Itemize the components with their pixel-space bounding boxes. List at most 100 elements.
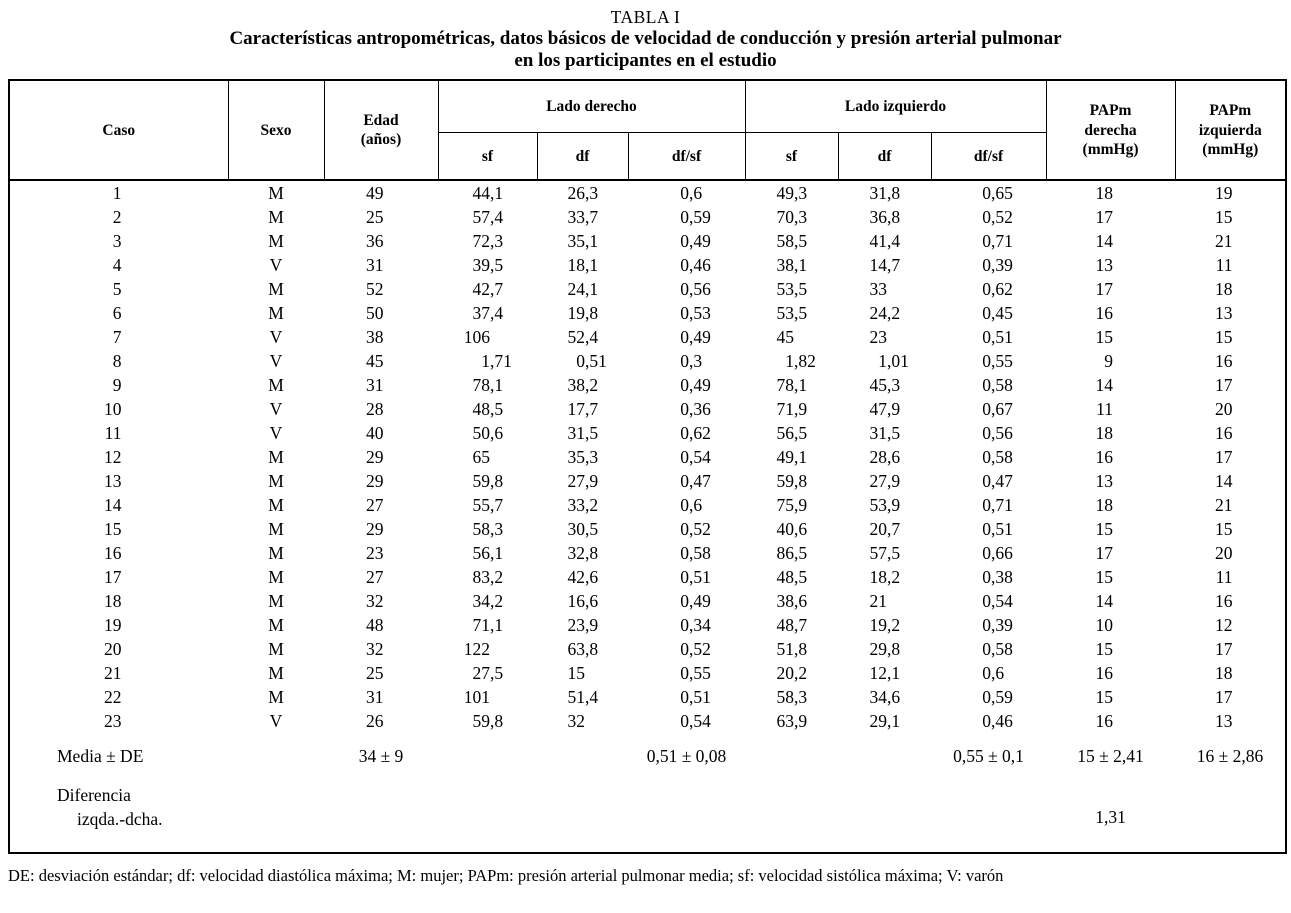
table-cell: 34,6 [869, 687, 901, 708]
table-cell: 32 [366, 591, 384, 612]
table-cell: 0,58 [982, 375, 1013, 396]
table-cell: 45 [366, 351, 384, 372]
table-cell: 0,59 [680, 207, 711, 228]
table-cell: 14 [1095, 375, 1114, 396]
table-cell: M [268, 615, 284, 636]
media-dfsf-derecho: 0,51 ± 0,08 [646, 746, 727, 767]
table-cell: 52 [366, 279, 384, 300]
table-cell: 16 [1095, 447, 1114, 468]
table-cell: 18 [1215, 279, 1233, 300]
table-cell: 33,2 [567, 495, 599, 516]
table-cell: 0,54 [680, 711, 711, 732]
table-cell: 14 [104, 495, 122, 516]
table-cell: 33 [869, 279, 888, 300]
table-cell: 17,7 [567, 399, 599, 420]
table-cell: 53,9 [869, 495, 901, 516]
header-df-derecho: df [536, 131, 629, 181]
table-row: 12 M 29 65 35,3 0,54 49,1 28,6 0,58 16 17 [9, 445, 1286, 469]
media-papm-derecha: 15 ± 2,41 [1077, 746, 1144, 767]
table-cell: V [269, 711, 283, 732]
table-cell: 20 [1215, 399, 1233, 420]
table-cell: 29 [366, 471, 384, 492]
table-cell: 18 [1095, 495, 1114, 516]
table-cell: 17 [1095, 279, 1114, 300]
table-cell: 53,5 [776, 303, 808, 324]
table-cell: 65 [472, 447, 491, 468]
table-cell: 16 [104, 543, 122, 564]
table-header: Caso Sexo Edad (años) Lado derecho Lado … [8, 79, 1287, 181]
table-cell: 16,6 [567, 591, 599, 612]
table-cell: M [268, 543, 284, 564]
table-cell: 44,1 [472, 183, 504, 204]
table-cell: 56,5 [776, 423, 808, 444]
table-cell: 10 [104, 399, 122, 420]
table-cell: 20 [104, 639, 122, 660]
table-cell: 17 [104, 567, 122, 588]
table-cell: 1,82 [785, 351, 816, 372]
table-cell: 0,45 [982, 303, 1013, 324]
header-dfsf-derecho: df/sf [627, 131, 746, 181]
table-cell: M [268, 303, 284, 324]
table-cell: V [269, 255, 283, 276]
table-cell: 28 [366, 399, 384, 420]
table-cell: 34,2 [472, 591, 504, 612]
diferencia-label-line2: izqda.-dcha. [77, 809, 163, 830]
table-cell: 59,8 [472, 711, 504, 732]
table-cell: 17 [1215, 639, 1233, 660]
table-cell: 11 [1215, 567, 1233, 588]
table-cell: M [268, 495, 284, 516]
table-cell: 18 [1095, 183, 1114, 204]
table-cell: 23 [104, 711, 122, 732]
table-cell: 58,3 [776, 687, 808, 708]
table-cell: 15 [567, 663, 586, 684]
table-cell: 9 [1104, 351, 1114, 372]
table-cell: 70,3 [776, 207, 808, 228]
table-cell: 48 [366, 615, 384, 636]
table-cell: 0,46 [680, 255, 711, 276]
table-cell: 5 [112, 279, 122, 300]
table-cell: 32 [567, 711, 586, 732]
table-cell: 19,8 [567, 303, 599, 324]
table-cell: 0,49 [680, 591, 711, 612]
table-cell: 56,1 [472, 543, 504, 564]
header-papm-izquierda: PAPm izquierda (mmHg) [1174, 79, 1287, 181]
table-cell: 13 [1095, 471, 1114, 492]
table-cell: 18,1 [567, 255, 599, 276]
table-cell: 0,58 [982, 447, 1013, 468]
table-cell: 0,62 [982, 279, 1013, 300]
table-cell: 27 [366, 567, 384, 588]
header-sf-derecho: sf [437, 131, 538, 181]
table-cell: 57,4 [472, 207, 504, 228]
table-cell: 37,4 [472, 303, 504, 324]
table-cell: 78,1 [776, 375, 808, 396]
table-row: 6 M 50 37,4 19,8 0,53 53,5 24,2 0,45 16 13 [9, 301, 1286, 325]
table-cell: M [268, 471, 284, 492]
table-cell: 71,9 [776, 399, 808, 420]
table-cell: 101 [463, 687, 490, 708]
table-cell: 0,58 [982, 639, 1013, 660]
table-cell: M [268, 567, 284, 588]
table-cell: 21 [1215, 231, 1233, 252]
table-cell: 6 [112, 303, 122, 324]
table-cell: 3 [112, 231, 122, 252]
table-cell: 32,8 [567, 543, 599, 564]
table-cell: 12 [1215, 615, 1233, 636]
table-cell: 0,71 [982, 495, 1013, 516]
empty-cell [228, 733, 324, 779]
table-row: 7 V 38 106 52,4 0,49 45 23 0,51 15 15 [9, 325, 1286, 349]
table-cell: 0,39 [982, 615, 1013, 636]
header-dfsf-izquierdo: df/sf [930, 131, 1047, 181]
header-papm-derecha: PAPm derecha (mmHg) [1045, 79, 1176, 181]
table-cell: 13 [104, 471, 122, 492]
table-cell: M [268, 375, 284, 396]
header-sexo: Sexo [227, 79, 325, 181]
table-cell: 19,2 [869, 615, 901, 636]
table-cell: 20 [1215, 543, 1233, 564]
table-cell: 25 [366, 663, 384, 684]
header-sub-row: sf df df/sf sf df df/sf [9, 131, 1286, 181]
table-cell: 0,51 [680, 687, 711, 708]
table-cell: 27,9 [869, 471, 901, 492]
diferencia-label: Diferencia izqda.-dcha. [9, 779, 438, 853]
table-cell: 40,6 [776, 519, 808, 540]
